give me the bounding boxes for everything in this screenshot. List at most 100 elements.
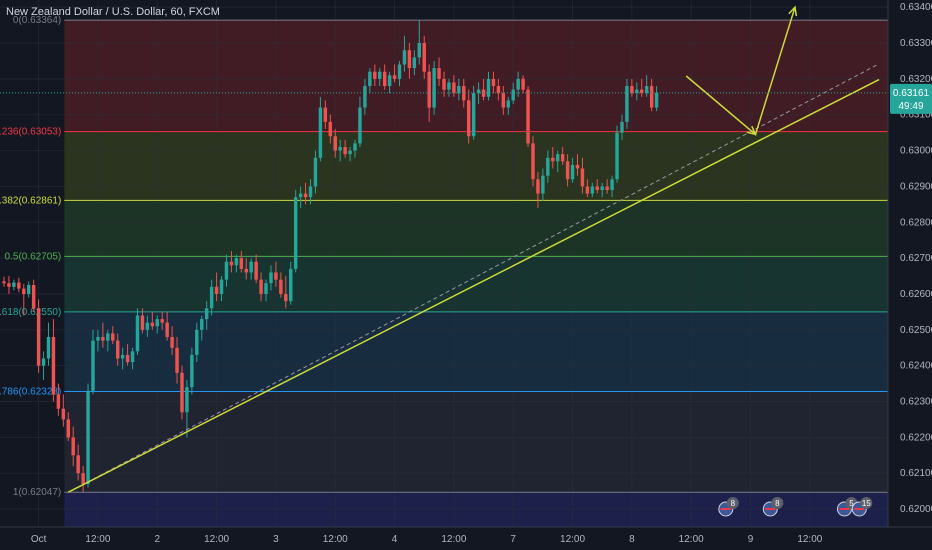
candle-body [590, 186, 595, 194]
candle-body [387, 75, 392, 87]
event-count-badge [771, 497, 784, 509]
candle-body [56, 394, 61, 409]
candle-body [466, 100, 471, 137]
candle-body [353, 143, 357, 151]
candle-body [496, 86, 501, 94]
candle-body [318, 107, 323, 158]
fib-zone [64, 311, 889, 392]
candle-body [17, 282, 21, 289]
candle-body [412, 57, 417, 69]
candle-body [160, 319, 164, 323]
candle-body [71, 437, 75, 456]
time-tick-label: 4 [392, 534, 398, 545]
candle-body [125, 354, 130, 363]
candle-body [239, 258, 244, 269]
candle-body [506, 100, 510, 108]
candle-body [279, 279, 283, 294]
trendline-extension [68, 63, 880, 493]
candle-body [200, 319, 204, 330]
candle-body [382, 71, 387, 87]
candle-body [66, 419, 70, 438]
candle-body [224, 261, 229, 280]
candle-body [313, 157, 318, 187]
candle-body [328, 121, 333, 137]
candle-body [229, 261, 234, 266]
candle-body [585, 186, 590, 194]
candle-body [427, 71, 431, 108]
candle-body [392, 75, 397, 79]
candle-body [130, 351, 135, 363]
candle-body [644, 86, 649, 94]
price-tick-label: 0.62000 [900, 504, 932, 515]
candle-body [620, 121, 624, 133]
candle-body [551, 157, 555, 162]
fibonacci-lines: 0(0.63364) 0.236(0.63053) 0.382(0.62861) 0.… [0, 15, 888, 498]
candle-body [471, 93, 476, 137]
candle-body [106, 333, 110, 341]
current-price-badge [890, 83, 932, 114]
grid-lines [0, 0, 888, 527]
candle-body [259, 279, 263, 294]
candle-body [234, 258, 239, 266]
current-price-value: 0.63161 [893, 88, 930, 99]
time-tick-label: 12:00 [323, 534, 348, 545]
time-tick-label: 7 [510, 534, 516, 545]
candle-body [7, 283, 11, 287]
candle-body [402, 50, 407, 65]
time-axis[interactable]: Oct 12:00 2 12:00 3 12:00 4 12:00 7 12:00 8 12:00 9 1… [0, 526, 932, 550]
candle-body [457, 86, 461, 94]
candle-body [209, 286, 214, 309]
candle-body [595, 186, 599, 191]
chart-title: New Zealand Dollar / U.S. Dollar, 60, FX… [6, 6, 220, 18]
candle-body [76, 455, 80, 474]
forecast-arrow-head-up [788, 5, 798, 17]
time-tick-label: 12:00 [441, 534, 466, 545]
forecast-arrow-head-down [746, 125, 757, 136]
time-tick-label: 2 [154, 534, 160, 545]
candle-body [378, 71, 382, 79]
candle-body [165, 322, 169, 337]
candle-body [635, 89, 639, 94]
candle-body [22, 288, 26, 294]
candle-body [615, 132, 619, 180]
candle-body [560, 154, 565, 162]
candle-body [145, 322, 150, 330]
candle-body [630, 86, 634, 94]
candle-body [511, 89, 515, 101]
candle-body [12, 282, 16, 287]
fib-level-label: 0.236(0.63053) [0, 127, 61, 138]
fib-level-label: 1(0.62047) [13, 487, 61, 498]
candle-body [526, 89, 530, 144]
candle-body [81, 473, 85, 484]
candle-body [155, 319, 159, 327]
countdown-timer: 49:49 [898, 101, 923, 112]
candle-body [150, 322, 155, 327]
fib-level-label: 0.786(0.62328) [0, 386, 61, 397]
candle-body [284, 293, 288, 302]
candle-body [96, 336, 100, 341]
candle-body [170, 336, 174, 348]
candle-body [476, 89, 481, 94]
time-tick-label: 3 [273, 534, 279, 545]
candle-body [407, 50, 412, 69]
candle-body [580, 168, 585, 187]
candle-body [175, 347, 179, 373]
candle-body [269, 272, 273, 284]
candle-body [417, 43, 422, 58]
candle-body [649, 86, 654, 108]
time-axis-background [0, 527, 932, 550]
fib-zone [64, 131, 889, 201]
event-count-label: 5 [849, 499, 854, 508]
